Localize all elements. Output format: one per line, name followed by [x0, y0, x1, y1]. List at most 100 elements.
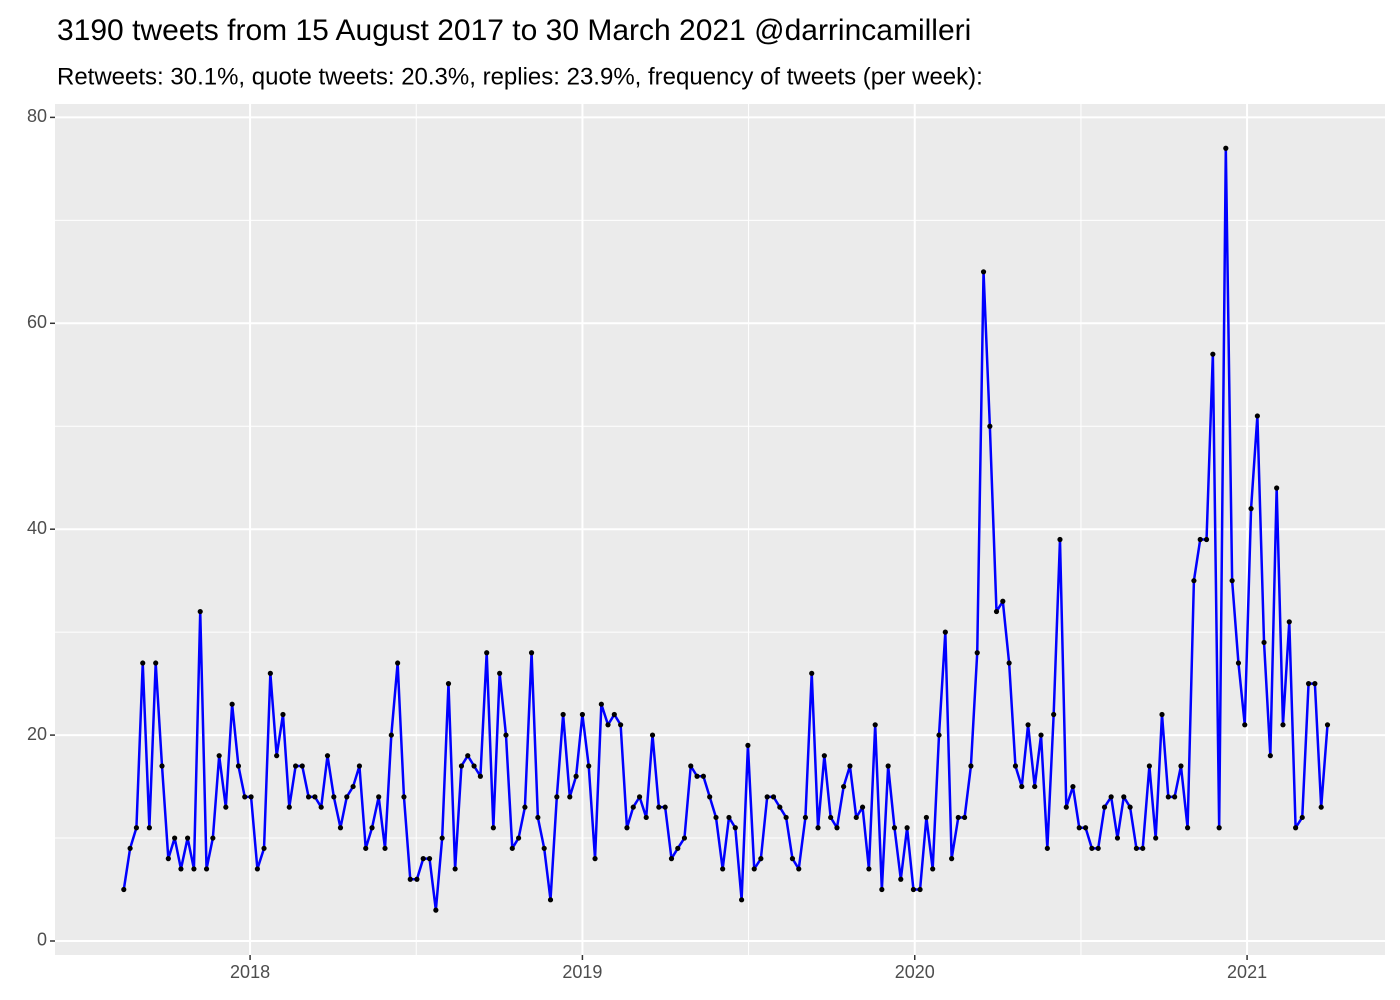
data-point	[1089, 845, 1095, 851]
data-point	[1108, 794, 1114, 800]
data-point	[681, 835, 688, 841]
chart-title: 3190 tweets from 15 August 2017 to 30 Ma…	[57, 14, 971, 47]
data-point	[586, 763, 592, 769]
data-point	[153, 660, 159, 666]
data-point	[497, 670, 503, 676]
data-point	[879, 886, 885, 893]
data-point	[439, 835, 445, 841]
data-point	[172, 835, 178, 841]
data-point	[777, 804, 783, 810]
data-point	[146, 825, 152, 831]
data-point	[1254, 413, 1260, 419]
data-point	[834, 825, 840, 831]
x-tick-label: 2021	[1227, 962, 1267, 982]
data-point	[312, 794, 318, 800]
data-point	[987, 423, 993, 429]
data-point	[1082, 825, 1089, 831]
data-point	[528, 650, 535, 656]
data-point	[547, 897, 554, 903]
data-point	[1210, 351, 1216, 357]
data-point	[509, 845, 515, 851]
data-point	[611, 711, 617, 718]
data-point	[789, 856, 796, 862]
data-point	[993, 608, 1000, 615]
y-tick-label: 80	[27, 106, 47, 126]
data-point	[1312, 681, 1318, 687]
data-point	[1305, 681, 1312, 687]
data-point	[1127, 804, 1133, 810]
data-point	[1229, 578, 1235, 584]
data-point	[656, 804, 662, 810]
data-point	[1133, 845, 1140, 851]
data-point	[815, 825, 821, 831]
data-point	[809, 670, 815, 676]
data-point	[1038, 732, 1044, 738]
data-point	[554, 794, 560, 800]
data-point	[1267, 753, 1273, 759]
data-point	[866, 866, 872, 872]
data-point	[930, 866, 936, 872]
data-point	[872, 722, 878, 728]
data-point	[560, 711, 566, 718]
data-point	[254, 866, 260, 872]
data-point	[668, 856, 675, 862]
data-point	[133, 825, 140, 831]
data-point	[541, 845, 547, 851]
data-point	[293, 763, 299, 769]
data-point	[662, 804, 668, 810]
data-point	[1146, 763, 1152, 769]
data-point	[1000, 598, 1006, 604]
data-point	[841, 783, 847, 790]
data-point	[1318, 804, 1324, 810]
data-point	[1235, 660, 1242, 666]
data-point	[318, 804, 324, 810]
data-point	[917, 886, 923, 893]
data-point	[305, 794, 312, 800]
data-point	[407, 876, 413, 882]
data-point	[1076, 825, 1082, 831]
data-point	[165, 856, 171, 862]
data-point	[356, 763, 363, 769]
data-point	[770, 794, 777, 800]
data-point	[636, 794, 643, 800]
data-point	[624, 825, 630, 831]
data-point	[178, 866, 184, 872]
y-tick-label: 60	[27, 312, 47, 332]
data-point	[159, 763, 165, 769]
data-point	[1197, 536, 1203, 543]
data-point	[713, 814, 719, 821]
data-point	[745, 742, 751, 748]
data-point	[261, 845, 267, 851]
data-point	[675, 845, 681, 851]
data-point	[1191, 578, 1197, 584]
data-point	[465, 753, 471, 759]
data-point	[433, 907, 439, 913]
data-point	[828, 814, 834, 821]
data-point	[382, 845, 388, 851]
data-point	[235, 763, 242, 769]
data-point	[490, 825, 496, 831]
data-point	[598, 701, 604, 707]
data-point	[1044, 845, 1050, 851]
data-point	[567, 794, 573, 800]
data-point	[140, 660, 146, 666]
data-point	[350, 783, 356, 790]
data-point	[949, 856, 955, 862]
data-point	[904, 825, 910, 831]
data-point	[1159, 711, 1165, 718]
data-point	[783, 814, 789, 821]
data-point	[1025, 722, 1031, 728]
data-point	[522, 804, 528, 810]
data-point	[796, 866, 802, 872]
data-point	[1057, 536, 1063, 543]
data-point	[726, 814, 732, 821]
data-point	[1261, 639, 1267, 646]
data-point	[1274, 485, 1280, 491]
data-point	[210, 835, 216, 841]
data-point	[802, 814, 809, 821]
data-point	[1248, 506, 1254, 512]
data-point	[484, 650, 490, 656]
data-point	[974, 650, 980, 656]
y-tick-label: 20	[27, 724, 47, 744]
data-point	[649, 732, 656, 738]
